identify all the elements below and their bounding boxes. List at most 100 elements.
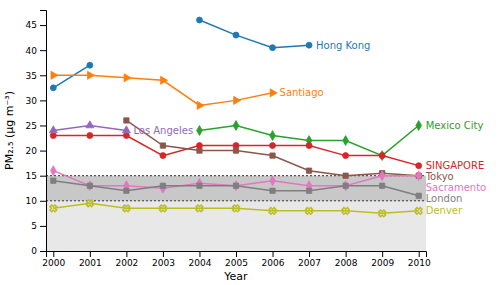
series-marker	[49, 126, 57, 133]
y-tick-mark	[40, 201, 46, 202]
series-marker	[343, 153, 349, 159]
x-tick: 2006	[262, 251, 285, 268]
series-label: Los Angeles	[133, 125, 193, 136]
series-marker	[233, 32, 239, 38]
series-marker	[304, 206, 314, 216]
x-tick-label: 2008	[335, 258, 358, 268]
series-label: Hong Kong	[316, 40, 370, 51]
series-marker	[51, 71, 58, 79]
series-marker	[270, 143, 276, 149]
x-tick-mark	[90, 251, 91, 257]
plot-area: 2000200120022003200420052006200720082009…	[26, 11, 487, 284]
x-tick-mark	[163, 251, 164, 257]
x-tick-label: 2009	[371, 258, 394, 268]
series-label: Mexico City	[426, 120, 484, 131]
series-marker	[50, 133, 56, 139]
x-tick: 2005	[225, 251, 248, 268]
series-marker	[86, 121, 94, 128]
y-axis-line	[40, 11, 47, 252]
series-marker	[194, 203, 204, 213]
series-line	[53, 20, 309, 88]
y-tick-label: 30	[26, 96, 38, 106]
y-tick: 0	[31, 246, 46, 256]
series-marker	[121, 203, 131, 213]
y-tick-label: 15	[26, 171, 37, 181]
y-tick-label: 20	[26, 146, 38, 156]
shaded-band	[46, 201, 426, 251]
series-marker	[270, 188, 275, 193]
series-marker	[379, 171, 385, 181]
x-tick-mark	[346, 251, 347, 257]
y-tick-label: 10	[26, 196, 38, 206]
y-tick: 10	[26, 196, 46, 206]
y-tick-label: 5	[31, 221, 37, 231]
x-tick-label: 2004	[189, 258, 212, 268]
series-line	[53, 203, 418, 213]
series-marker	[48, 203, 58, 213]
series-marker	[341, 206, 351, 216]
series-marker	[124, 118, 129, 123]
y-tick-mark	[40, 125, 46, 126]
series-marker	[231, 203, 241, 213]
series-marker	[414, 206, 424, 216]
series-marker	[233, 148, 238, 153]
series-marker	[197, 148, 202, 153]
x-axis: 2000200120022003200420052006200720082009…	[42, 251, 431, 268]
x-tick-label: 2003	[152, 258, 175, 268]
chart-svg: 2000200120022003200420052006200720082009…	[0, 0, 500, 285]
x-tick-label: 2001	[79, 258, 102, 268]
series-marker	[160, 153, 166, 159]
series-marker	[306, 42, 312, 48]
series-marker	[197, 126, 203, 136]
series-marker	[270, 89, 277, 97]
series-marker	[87, 133, 93, 139]
y-tick: 30	[26, 96, 46, 106]
x-tick-label: 2005	[225, 258, 248, 268]
series-marker	[88, 71, 95, 79]
x-tick-mark	[419, 251, 420, 257]
series-marker	[343, 183, 348, 188]
series-line	[126, 120, 418, 175]
series-marker	[50, 85, 56, 91]
series-marker	[377, 208, 387, 218]
x-tick-label: 2007	[298, 258, 321, 268]
series-label: Santiago	[280, 87, 324, 98]
series-marker	[197, 183, 202, 188]
y-tick: 25	[26, 121, 46, 131]
reference-line	[46, 175, 426, 176]
series-label: Tokyo	[425, 171, 454, 182]
series-marker	[87, 181, 93, 191]
series-marker	[123, 133, 129, 139]
y-tick-mark	[40, 251, 46, 252]
chart-container: 2000200120022003200420052006200720082009…	[0, 0, 500, 285]
y-tick-mark	[40, 25, 46, 26]
series-line	[53, 136, 418, 166]
series-marker	[233, 181, 239, 191]
y-axis: 051015202530354045	[26, 11, 47, 257]
y-tick: 15	[26, 171, 46, 181]
series-marker	[158, 203, 168, 213]
series-marker	[343, 181, 349, 191]
series-marker	[343, 136, 349, 146]
y-tick-mark	[40, 50, 46, 51]
x-axis-title: Year	[223, 270, 248, 283]
y-tick-mark	[40, 151, 46, 152]
series-marker	[197, 178, 203, 188]
series-marker	[268, 206, 278, 216]
series-marker	[416, 163, 422, 169]
series-marker	[379, 153, 385, 159]
x-tick: 2004	[189, 251, 212, 268]
series-marker	[306, 188, 311, 193]
x-tick: 2010	[408, 251, 431, 268]
series-marker	[379, 151, 385, 161]
marks	[46, 17, 426, 251]
series-marker	[343, 173, 348, 178]
y-tick-label: 40	[26, 46, 38, 56]
series-label: Denver	[426, 205, 463, 216]
x-tick-mark	[53, 251, 54, 257]
y-tick-mark	[40, 176, 46, 177]
series-marker	[270, 153, 275, 158]
series-marker	[124, 74, 131, 82]
x-tick: 2002	[115, 251, 138, 268]
series-marker	[306, 168, 311, 173]
